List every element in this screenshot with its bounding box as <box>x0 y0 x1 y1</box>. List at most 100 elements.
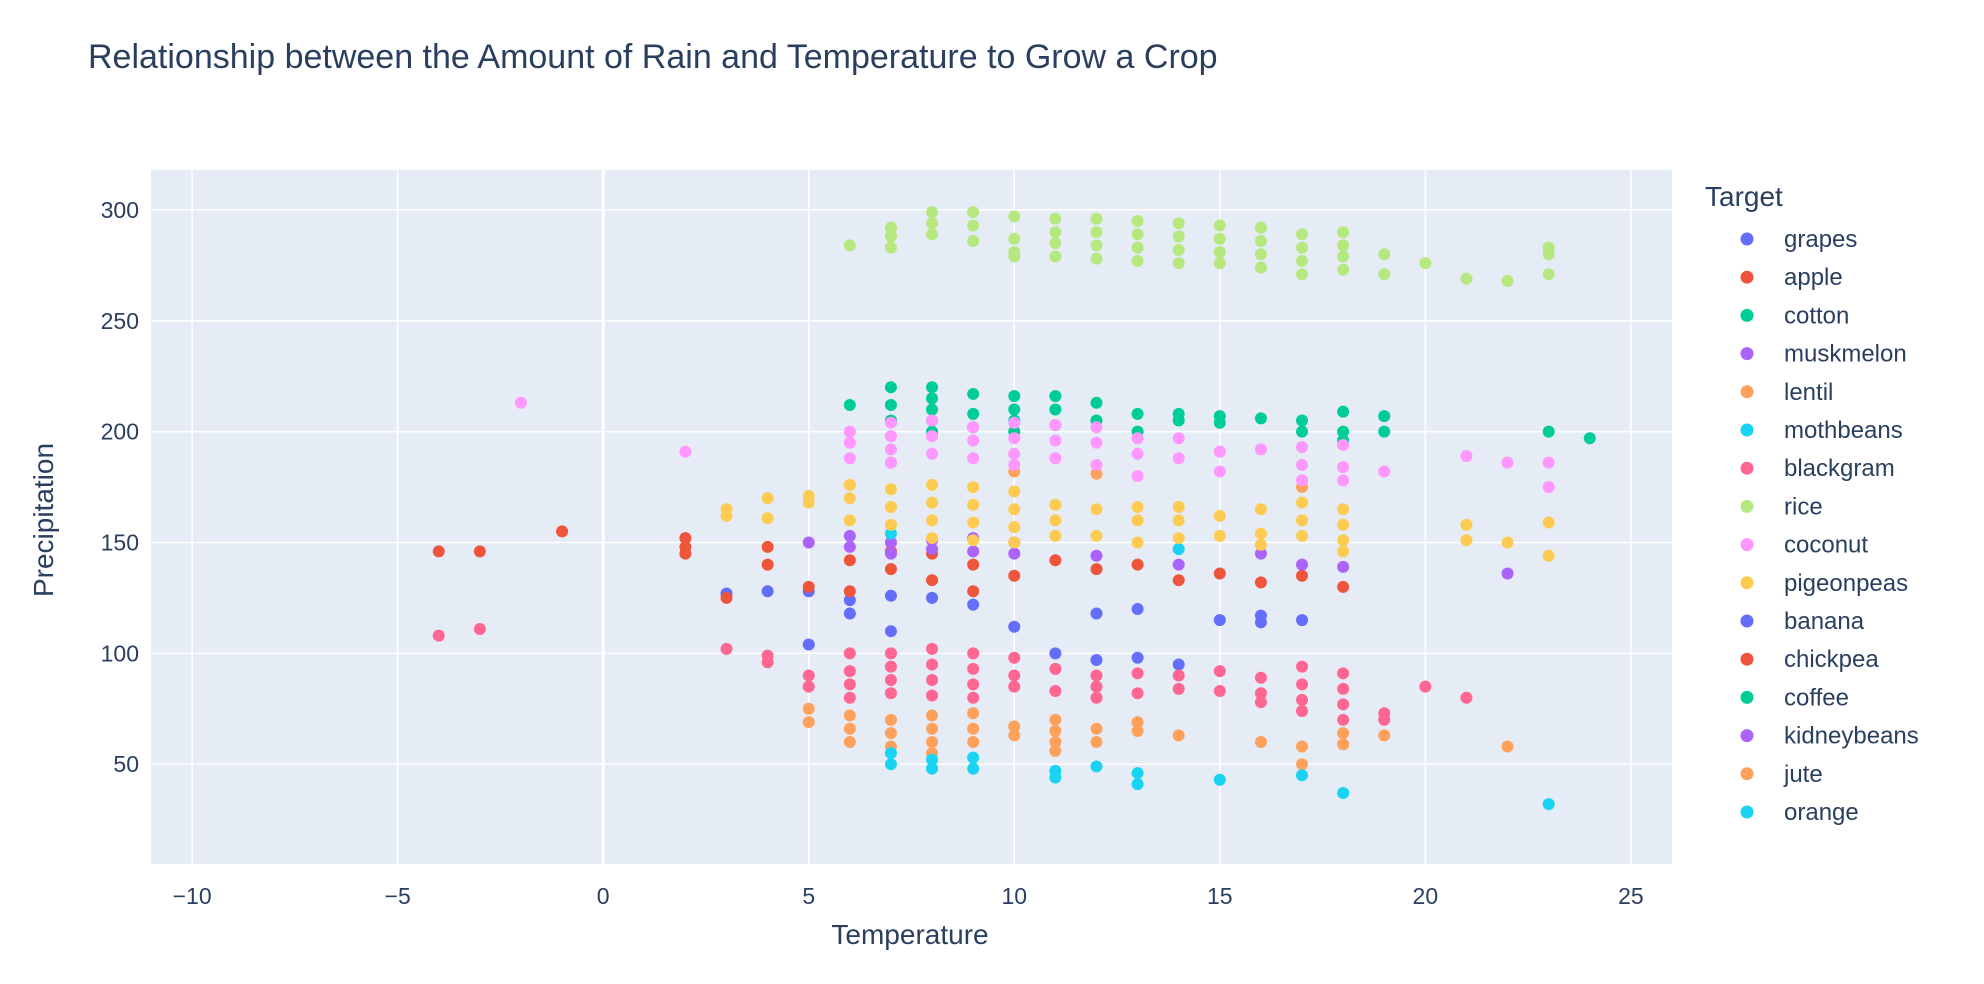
data-point-lentil <box>1172 729 1185 742</box>
data-point-cotton <box>1172 414 1185 427</box>
data-point-pigeonpeas <box>967 481 980 494</box>
data-point-grapes <box>1008 620 1021 633</box>
data-point-coconut <box>1172 432 1185 445</box>
data-point-blackgram <box>802 669 815 682</box>
data-point-coconut <box>926 447 939 460</box>
legend-marker <box>1740 614 1754 628</box>
legend-item-rice[interactable]: rice <box>1740 493 1823 520</box>
data-point-apple <box>843 554 856 567</box>
legend-item-kidneybeans[interactable]: kidneybeans <box>1740 723 1919 750</box>
data-point-coconut <box>1172 452 1185 465</box>
data-point-pigeonpeas <box>1172 532 1185 545</box>
data-point-apple <box>473 545 486 558</box>
y-tick-label: 300 <box>101 197 139 223</box>
data-point-coconut <box>1213 465 1226 478</box>
data-point-coconut <box>1049 434 1062 447</box>
data-point-grapes <box>1090 654 1103 667</box>
data-point-rice <box>1337 239 1350 252</box>
data-point-mothbeans <box>1090 760 1103 773</box>
data-point-blackgram <box>1008 680 1021 693</box>
data-point-apple <box>761 540 774 553</box>
data-point-blackgram <box>843 647 856 660</box>
y-tick-label: 200 <box>101 419 139 445</box>
data-point-rice <box>1296 254 1309 267</box>
legend-item-grapes[interactable]: grapes <box>1740 226 1858 253</box>
data-point-coconut <box>1296 474 1309 487</box>
legend-item-lentil[interactable]: lentil <box>1740 379 1834 406</box>
data-point-pigeonpeas <box>1337 545 1350 558</box>
legend-item-pigeonpeas[interactable]: pigeonpeas <box>1740 570 1909 597</box>
data-point-pigeonpeas <box>884 483 897 496</box>
legend-marker <box>1740 729 1754 743</box>
data-point-blackgram <box>1131 667 1144 680</box>
x-tick-label: 5 <box>802 883 815 909</box>
legend-item-coconut[interactable]: coconut <box>1740 532 1869 559</box>
data-point-pigeonpeas <box>1254 538 1267 551</box>
data-point-blackgram <box>761 656 774 669</box>
data-point-lentil <box>1296 758 1309 771</box>
data-point-coconut <box>679 445 692 458</box>
data-point-rice <box>1131 254 1144 267</box>
plot-area <box>151 170 1672 864</box>
data-point-blackgram <box>432 629 445 642</box>
data-point-mothbeans <box>1049 771 1062 784</box>
data-point-muskmelon <box>884 547 897 560</box>
data-point-lentil <box>843 709 856 722</box>
data-point-rice <box>1296 241 1309 254</box>
legend-label: coconut <box>1784 532 1868 559</box>
data-point-pigeonpeas <box>1337 518 1350 531</box>
data-point-rice <box>1542 248 1555 261</box>
data-point-pigeonpeas <box>1337 534 1350 547</box>
legend-label: mothbeans <box>1784 417 1903 444</box>
data-points <box>432 206 1596 811</box>
legend-item-orange[interactable]: orange <box>1740 799 1859 826</box>
legend-marker <box>1740 576 1754 590</box>
legend-item-apple[interactable]: apple <box>1740 264 1843 291</box>
legend-item-muskmelon[interactable]: muskmelon <box>1740 341 1907 368</box>
legend-label: banana <box>1784 608 1865 635</box>
data-point-pigeonpeas <box>926 496 939 509</box>
legend-item-chickpea[interactable]: chickpea <box>1740 646 1880 673</box>
data-point-rice <box>1213 257 1226 270</box>
legend-item-coffee[interactable]: coffee <box>1740 684 1849 711</box>
data-point-cotton <box>1378 425 1391 438</box>
data-point-pigeonpeas <box>1337 503 1350 516</box>
data-point-apple <box>679 547 692 560</box>
data-point-grapes <box>843 594 856 607</box>
data-point-coconut <box>1008 432 1021 445</box>
data-point-lentil <box>1337 727 1350 740</box>
data-point-lentil <box>926 722 939 735</box>
data-point-lentil <box>884 713 897 726</box>
legend-marker <box>1740 423 1754 437</box>
legend: Target grapes apple cotton muskmelon lentil m… <box>1705 181 1919 826</box>
data-point-coconut <box>1542 456 1555 469</box>
data-point-rice <box>1213 232 1226 245</box>
y-tick-label: 50 <box>113 751 139 777</box>
data-point-apple <box>432 545 445 558</box>
data-point-rice <box>843 239 856 252</box>
legend-item-cotton[interactable]: cotton <box>1740 302 1850 329</box>
legend-item-blackgram[interactable]: blackgram <box>1740 455 1895 482</box>
data-point-apple <box>802 580 815 593</box>
data-point-cotton <box>967 387 980 400</box>
data-point-grapes <box>1213 614 1226 627</box>
data-point-mothbeans <box>1213 773 1226 786</box>
data-point-mothbeans <box>1337 787 1350 800</box>
legend-item-jute[interactable]: jute <box>1740 761 1823 788</box>
legend-item-mothbeans[interactable]: mothbeans <box>1740 417 1903 444</box>
legend-item-banana[interactable]: banana <box>1740 608 1865 635</box>
data-point-grapes <box>843 607 856 620</box>
data-point-grapes <box>884 625 897 638</box>
data-point-pigeonpeas <box>1008 520 1021 533</box>
data-point-rice <box>1337 263 1350 276</box>
data-point-rice <box>1008 250 1021 263</box>
data-point-muskmelon <box>802 536 815 549</box>
data-point-lentil <box>1337 738 1350 751</box>
data-point-pigeonpeas <box>1008 485 1021 498</box>
data-point-grapes <box>1090 607 1103 620</box>
data-point-rice <box>1378 248 1391 261</box>
series-blackgram <box>432 622 1473 726</box>
data-point-blackgram <box>720 642 733 655</box>
data-point-cotton <box>1090 396 1103 409</box>
